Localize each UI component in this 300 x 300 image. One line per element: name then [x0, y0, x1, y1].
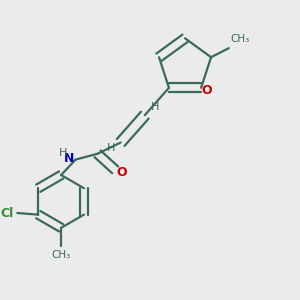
Text: N: N: [64, 152, 74, 165]
Text: O: O: [202, 84, 212, 97]
Text: CH₃: CH₃: [52, 250, 71, 260]
Text: H: H: [107, 143, 115, 153]
Text: O: O: [116, 166, 127, 179]
Text: Cl: Cl: [1, 206, 14, 220]
Text: H: H: [58, 148, 67, 158]
Text: CH₃: CH₃: [230, 34, 250, 44]
Text: H: H: [151, 102, 159, 112]
